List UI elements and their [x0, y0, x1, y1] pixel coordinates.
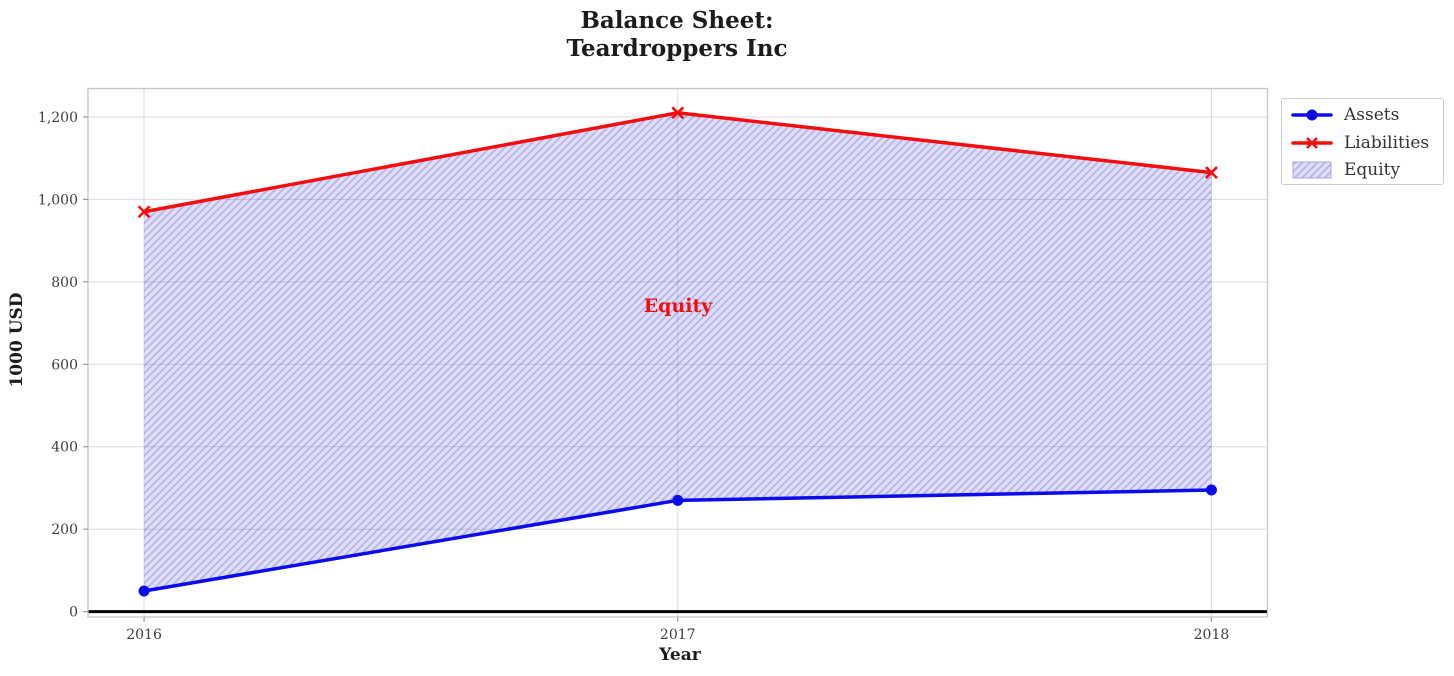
x-axis-title: Year: [659, 645, 701, 665]
assets-point-marker: [672, 494, 684, 506]
legend-label-assets: Assets: [1344, 105, 1400, 125]
y-tick-label: 400: [51, 440, 78, 456]
chart-title: Balance Sheet: Teardroppers Inc: [566, 7, 787, 63]
y-axis-title: 1000 USD: [7, 292, 27, 388]
equity-fill-area: [144, 112, 1212, 592]
legend-item-assets: Assets: [1290, 102, 1443, 129]
legend-label-liabilities: Liabilities: [1344, 132, 1430, 153]
liabilities-point-marker: [137, 205, 151, 219]
y-tick-label: 600: [51, 357, 78, 373]
assets-point-marker: [1205, 484, 1217, 496]
liabilities-point-marker: [671, 106, 685, 120]
legend-item-equity: Equity: [1290, 157, 1443, 184]
liabilities-line-x-icon: [1291, 136, 1333, 149]
chart-title-line1: Balance Sheet:: [580, 7, 774, 34]
legend-label-equity: Equity: [1344, 160, 1401, 180]
chart-title-line2: Teardroppers Inc: [566, 35, 788, 62]
y-tick-label: 1,200: [38, 110, 78, 126]
liabilities-point-marker: [1205, 166, 1218, 180]
assets-line-circle-icon: [1291, 109, 1333, 121]
legend: Assets Liabilities Equity: [1281, 98, 1444, 185]
y-tick-label: 800: [51, 275, 78, 291]
legend-item-liabilities: Liabilities: [1290, 129, 1443, 156]
equity-area-annotation: Equity: [643, 295, 713, 317]
y-tick-label: 200: [51, 522, 78, 538]
equity-hatch-patch-icon: [1292, 161, 1332, 179]
y-tick-label: 0: [69, 605, 78, 621]
x-tick-label: 2016: [126, 627, 162, 643]
y-tick-label: 1,000: [38, 192, 78, 208]
assets-point-marker: [138, 585, 150, 597]
x-tick-label: 2017: [660, 627, 696, 643]
x-tick-label: 2018: [1194, 627, 1230, 643]
